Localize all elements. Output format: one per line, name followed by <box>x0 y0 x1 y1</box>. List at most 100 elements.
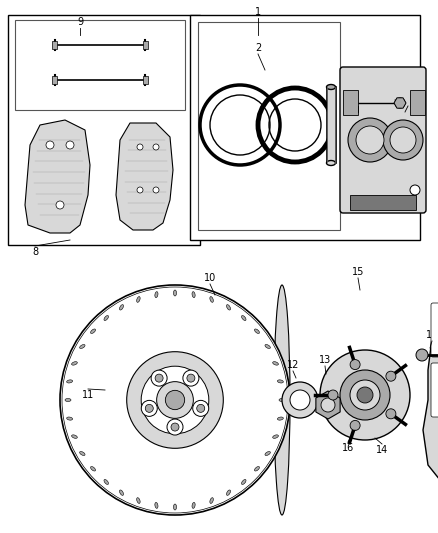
Ellipse shape <box>277 417 283 420</box>
Text: 12: 12 <box>287 360 299 370</box>
Circle shape <box>56 201 64 209</box>
Ellipse shape <box>273 435 279 438</box>
Bar <box>190 15 420 240</box>
Text: 3: 3 <box>355 95 361 105</box>
Circle shape <box>193 400 209 416</box>
Polygon shape <box>316 391 340 419</box>
Text: 2: 2 <box>255 43 261 53</box>
Circle shape <box>410 185 420 195</box>
Circle shape <box>290 390 310 410</box>
Polygon shape <box>394 98 406 108</box>
Ellipse shape <box>120 490 124 495</box>
Ellipse shape <box>326 160 336 166</box>
Circle shape <box>282 382 318 418</box>
Circle shape <box>350 360 360 369</box>
Circle shape <box>350 380 380 410</box>
Ellipse shape <box>210 296 213 302</box>
Ellipse shape <box>265 344 270 349</box>
Bar <box>143 76 148 84</box>
Text: 4: 4 <box>405 95 411 105</box>
Ellipse shape <box>104 316 109 320</box>
Circle shape <box>153 144 159 150</box>
Ellipse shape <box>241 480 246 484</box>
Ellipse shape <box>173 504 177 510</box>
Ellipse shape <box>65 399 71 401</box>
Text: 10: 10 <box>204 273 216 283</box>
Circle shape <box>153 187 159 193</box>
Text: 1: 1 <box>255 7 261 17</box>
Ellipse shape <box>104 480 109 484</box>
Circle shape <box>155 374 163 382</box>
Ellipse shape <box>155 292 158 297</box>
Bar <box>52 76 57 84</box>
Circle shape <box>145 405 153 413</box>
Ellipse shape <box>80 451 85 456</box>
Circle shape <box>60 285 290 515</box>
Ellipse shape <box>71 435 78 438</box>
Text: 15: 15 <box>352 267 364 277</box>
Ellipse shape <box>273 362 279 365</box>
Ellipse shape <box>279 399 285 401</box>
Circle shape <box>357 387 373 403</box>
Ellipse shape <box>137 498 140 503</box>
Circle shape <box>66 141 74 149</box>
Text: 14: 14 <box>376 445 388 455</box>
Ellipse shape <box>226 490 230 495</box>
Circle shape <box>350 421 360 431</box>
Ellipse shape <box>326 85 336 90</box>
Circle shape <box>62 287 288 513</box>
Text: 8: 8 <box>32 247 38 257</box>
Circle shape <box>390 127 416 153</box>
Bar <box>52 41 57 49</box>
Ellipse shape <box>254 466 259 471</box>
Ellipse shape <box>155 503 158 508</box>
Circle shape <box>141 366 209 434</box>
Circle shape <box>328 390 338 400</box>
Ellipse shape <box>91 329 95 334</box>
Bar <box>343 90 358 115</box>
Text: 9: 9 <box>77 17 83 27</box>
Text: 11: 11 <box>82 390 94 400</box>
Circle shape <box>127 352 223 448</box>
Circle shape <box>386 371 396 381</box>
Ellipse shape <box>265 451 270 456</box>
Circle shape <box>46 141 54 149</box>
Ellipse shape <box>67 380 73 383</box>
Bar <box>350 195 416 210</box>
Circle shape <box>321 398 335 412</box>
Ellipse shape <box>173 290 177 296</box>
Ellipse shape <box>254 329 259 334</box>
Circle shape <box>183 370 199 386</box>
Circle shape <box>197 405 205 413</box>
Circle shape <box>340 370 390 420</box>
Text: 13: 13 <box>319 355 331 365</box>
Bar <box>143 41 148 49</box>
Circle shape <box>151 370 167 386</box>
Circle shape <box>383 120 423 160</box>
Polygon shape <box>423 275 438 500</box>
Circle shape <box>386 409 396 419</box>
Circle shape <box>348 118 392 162</box>
Bar <box>410 90 425 115</box>
Circle shape <box>395 98 405 108</box>
Ellipse shape <box>241 316 246 320</box>
Circle shape <box>171 423 179 431</box>
Ellipse shape <box>120 305 124 310</box>
Text: 17: 17 <box>426 330 438 340</box>
Circle shape <box>167 419 183 435</box>
Bar <box>327 87 336 163</box>
Bar <box>15 20 185 110</box>
Circle shape <box>157 382 193 418</box>
Circle shape <box>137 144 143 150</box>
Ellipse shape <box>91 466 95 471</box>
Bar <box>198 22 340 230</box>
Ellipse shape <box>210 498 213 503</box>
Circle shape <box>320 350 410 440</box>
Circle shape <box>141 400 157 416</box>
FancyBboxPatch shape <box>340 67 426 213</box>
FancyBboxPatch shape <box>431 363 438 417</box>
Circle shape <box>356 126 384 154</box>
Ellipse shape <box>226 305 230 310</box>
Ellipse shape <box>192 292 195 297</box>
Circle shape <box>416 349 428 361</box>
